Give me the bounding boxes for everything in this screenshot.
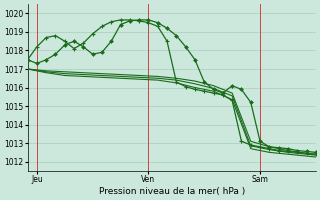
- X-axis label: Pression niveau de la mer( hPa ): Pression niveau de la mer( hPa ): [99, 187, 245, 196]
